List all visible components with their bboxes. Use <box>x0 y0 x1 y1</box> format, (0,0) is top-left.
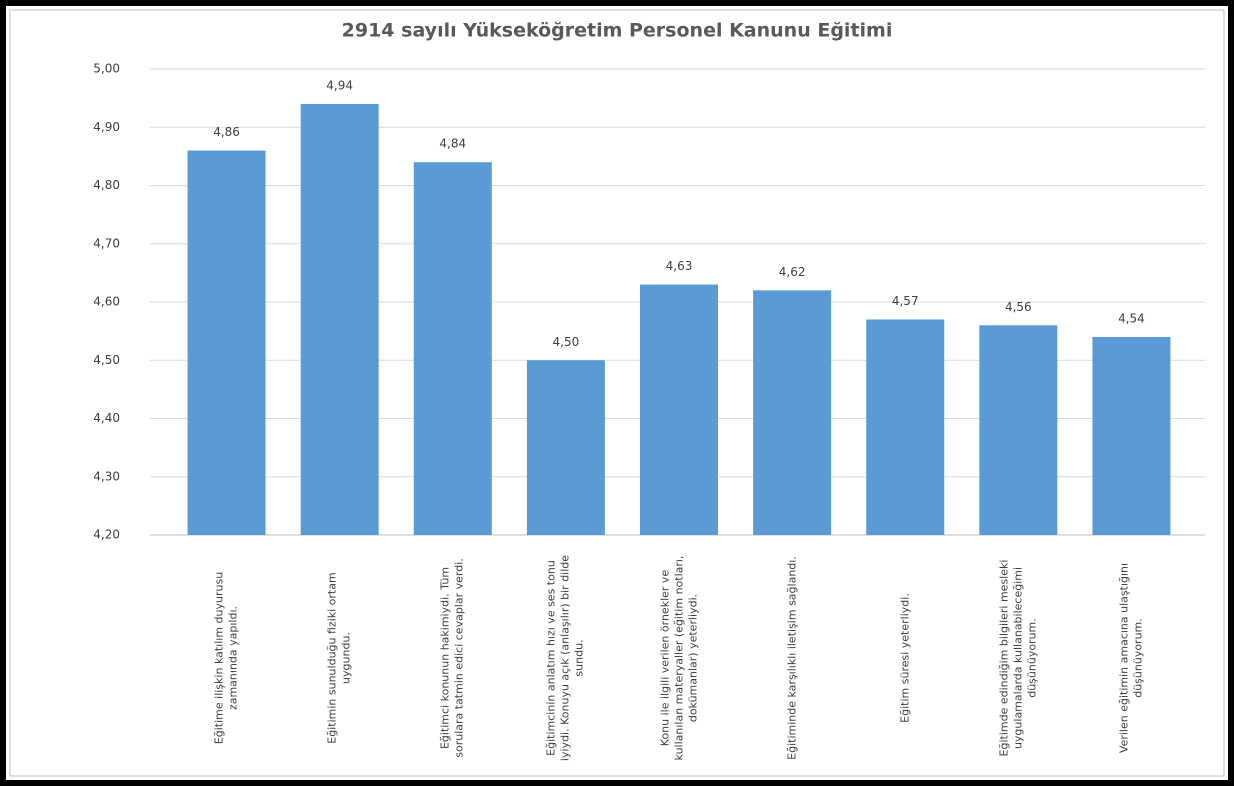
data-label: 4,56 <box>1005 300 1032 314</box>
x-tick-label: Eğitimin sunulduğu fiziki ortam uygundu. <box>325 571 353 744</box>
y-tick-label: 4,80 <box>93 178 120 192</box>
bar <box>187 150 266 536</box>
data-label: 4,94 <box>326 78 353 92</box>
y-tick-label: 4,70 <box>93 236 120 250</box>
bar <box>300 103 379 535</box>
x-tick-label: Eğitime ilişkin katılım duyurusu zamanın… <box>212 571 240 744</box>
x-tick-label: Verilen eğitimin amacına ulaştığını düşü… <box>1117 562 1145 753</box>
chart-title: 2914 sayılı Yükseköğretim Personel Kanun… <box>342 20 893 42</box>
data-label: 4,54 <box>1118 311 1145 325</box>
y-tick-label: 5,00 <box>93 62 120 76</box>
x-tick-label: Eğitiminde karşılıklı iletişim sağlandı. <box>785 555 799 760</box>
bar <box>526 360 605 535</box>
y-tick-label: 4,20 <box>93 528 120 542</box>
y-tick-label: 4,40 <box>93 411 120 425</box>
x-tick-label: Eğitimde edindiğim bilgileri mesleki uyg… <box>997 559 1039 756</box>
bar <box>640 284 718 535</box>
bar <box>753 290 832 535</box>
data-label: 4,50 <box>553 335 580 349</box>
y-tick-label: 4,60 <box>93 295 120 309</box>
x-tick-label: Eğitimcinin anlatım hızı ve ses tonu iyi… <box>544 554 586 761</box>
y-tick-label: 4,90 <box>93 120 120 134</box>
bar <box>979 325 1058 535</box>
y-tick-label: 4,50 <box>93 353 120 367</box>
data-label: 4,57 <box>892 294 919 308</box>
x-tick-label: Eğitim süresi yeterliydi. <box>898 592 912 723</box>
bar <box>413 162 492 535</box>
data-label: 4,63 <box>666 259 693 273</box>
x-tick-label: Konu ile ilgili verilen örnekler ve kull… <box>658 555 699 760</box>
y-tick-label: 4,30 <box>93 469 120 483</box>
bar <box>1092 336 1171 535</box>
data-label: 4,84 <box>439 137 466 151</box>
data-label: 4,62 <box>779 265 806 279</box>
inner-frame <box>9 9 1225 777</box>
data-label: 4,86 <box>213 125 240 139</box>
x-tick-label: Eğitimci konunun hakimiydi. Tüm sorulara… <box>438 557 466 758</box>
bar <box>866 319 945 535</box>
